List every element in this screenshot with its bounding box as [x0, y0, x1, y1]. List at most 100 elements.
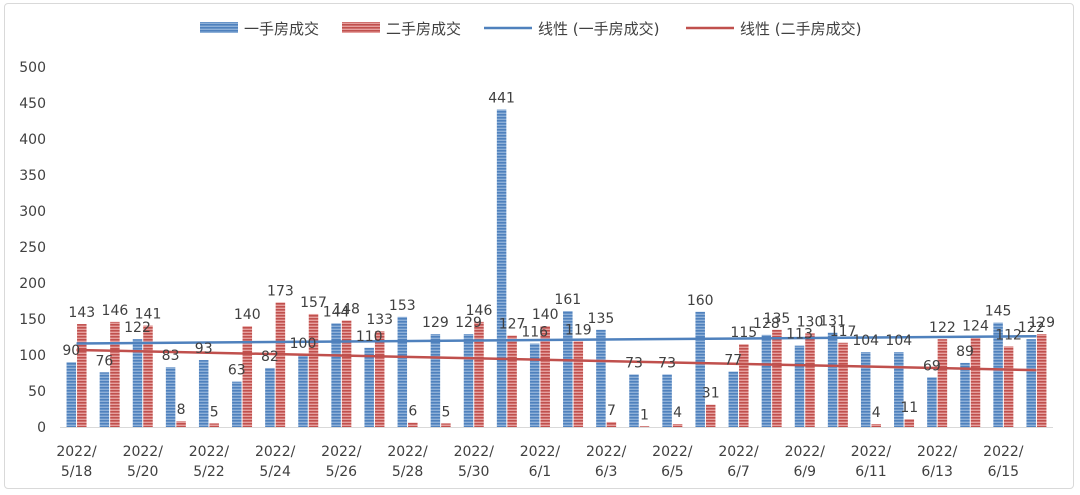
trendline-new-home: [76, 335, 1037, 345]
bar-new-home: [364, 347, 374, 427]
data-label: 8: [177, 402, 186, 418]
bar-resale-home: [606, 421, 617, 427]
data-label: 128: [753, 316, 780, 332]
data-label: 90: [62, 343, 80, 359]
bar-resale-home: [408, 422, 418, 427]
x-tick-label: 2022/: [785, 444, 826, 460]
data-label: 140: [532, 307, 559, 323]
data-label: 153: [389, 298, 416, 314]
data-label: 116: [521, 324, 548, 340]
data-label: 5: [210, 404, 219, 420]
bar-resale-home: [242, 326, 253, 427]
data-label: 122: [1018, 320, 1045, 336]
data-label: 146: [102, 303, 129, 319]
data-label: 73: [658, 355, 676, 371]
bar-new-home: [662, 374, 672, 427]
data-label: 104: [852, 333, 879, 349]
data-label: 4: [673, 405, 682, 421]
trendline-resale-home: [76, 348, 1037, 372]
data-label: 117: [830, 324, 857, 340]
bar-new-home: [265, 367, 275, 427]
bar-resale-home: [209, 423, 219, 427]
data-label: 122: [124, 320, 151, 336]
bar-resale-home: [275, 302, 286, 427]
y-tick-label: 400: [19, 132, 46, 148]
legend-label-resale-home: 二手房成交: [386, 20, 461, 38]
x-tick-label: 2022/: [123, 444, 164, 460]
bar-new-home: [66, 362, 77, 427]
data-label: 89: [956, 344, 974, 360]
data-label: 148: [333, 301, 360, 317]
bar-new-home: [529, 343, 540, 427]
bar-resale-home: [110, 321, 120, 427]
x-tick-label: 2022/: [917, 444, 958, 460]
data-label: 160: [687, 293, 714, 309]
bar-new-home: [695, 311, 705, 427]
x-tick-label: 2022/: [586, 444, 627, 460]
data-label: 1: [640, 407, 649, 423]
bar-resale-home: [871, 424, 881, 427]
y-tick-label: 50: [28, 384, 46, 400]
bar-resale-home: [341, 320, 352, 427]
data-label: 82: [261, 349, 279, 365]
data-label: 119: [565, 322, 592, 338]
x-tick-label: 6/13: [921, 464, 952, 480]
data-label: 110: [356, 329, 383, 345]
bar-resale-home: [474, 321, 484, 427]
legend-swatch-new-home: [200, 22, 238, 33]
bar-new-home: [397, 316, 408, 427]
bar-resale-home: [77, 324, 87, 427]
data-label: 129: [1028, 315, 1055, 331]
bar-resale-home: [970, 337, 981, 427]
bar-resale-home: [540, 326, 550, 427]
data-label: 73: [625, 355, 643, 371]
bar-resale-home: [441, 423, 451, 427]
y-tick-label: 300: [19, 204, 46, 220]
x-tick-label: 5/30: [458, 464, 489, 480]
bar-new-home: [331, 323, 341, 427]
bars: [66, 109, 1047, 427]
bar-new-home: [1026, 339, 1036, 427]
bar-resale-home: [639, 426, 650, 427]
data-label: 127: [499, 317, 526, 333]
data-label: 69: [923, 358, 941, 374]
bar-new-home: [596, 329, 606, 427]
bar-resale-home: [705, 404, 716, 427]
y-tick-label: 150: [19, 312, 46, 328]
trendlines: [76, 335, 1037, 372]
data-label: 115: [730, 325, 757, 341]
bar-resale-home: [805, 333, 815, 427]
x-tick-label: 2022/: [851, 444, 892, 460]
x-tick-label: 6/15: [988, 464, 1019, 480]
bar-new-home: [496, 109, 507, 427]
data-label: 7: [607, 403, 616, 419]
x-tick-label: 5/20: [127, 464, 158, 480]
data-label: 141: [135, 306, 162, 322]
data-label: 146: [466, 303, 493, 319]
x-tick-label: 5/24: [259, 464, 291, 480]
data-label: 131: [819, 314, 846, 330]
y-tick-label: 350: [19, 168, 46, 184]
legend-label-trend-new-home: 线性 (一手房成交): [538, 20, 659, 38]
bar-new-home: [629, 374, 639, 427]
data-label: 157: [300, 295, 327, 311]
data-label: 130: [797, 314, 824, 330]
data-label: 140: [234, 307, 261, 323]
x-tick-label: 5/26: [326, 464, 358, 480]
bar-new-home: [298, 355, 308, 427]
bar-new-home: [430, 334, 441, 427]
bar-resale-home: [937, 339, 948, 427]
x-tick-label: 6/1: [529, 464, 552, 480]
x-tick-label: 6/3: [595, 464, 618, 480]
x-tick-label: 2022/: [454, 444, 495, 460]
data-label: 4: [872, 405, 881, 421]
bar-new-home: [761, 334, 772, 427]
bar-new-home: [232, 381, 242, 427]
x-tick-label: 2022/: [652, 444, 693, 460]
x-tick-label: 2022/: [387, 444, 428, 460]
data-label: 63: [228, 363, 246, 379]
bar-resale-home: [176, 421, 186, 427]
data-label: 5: [441, 404, 450, 420]
